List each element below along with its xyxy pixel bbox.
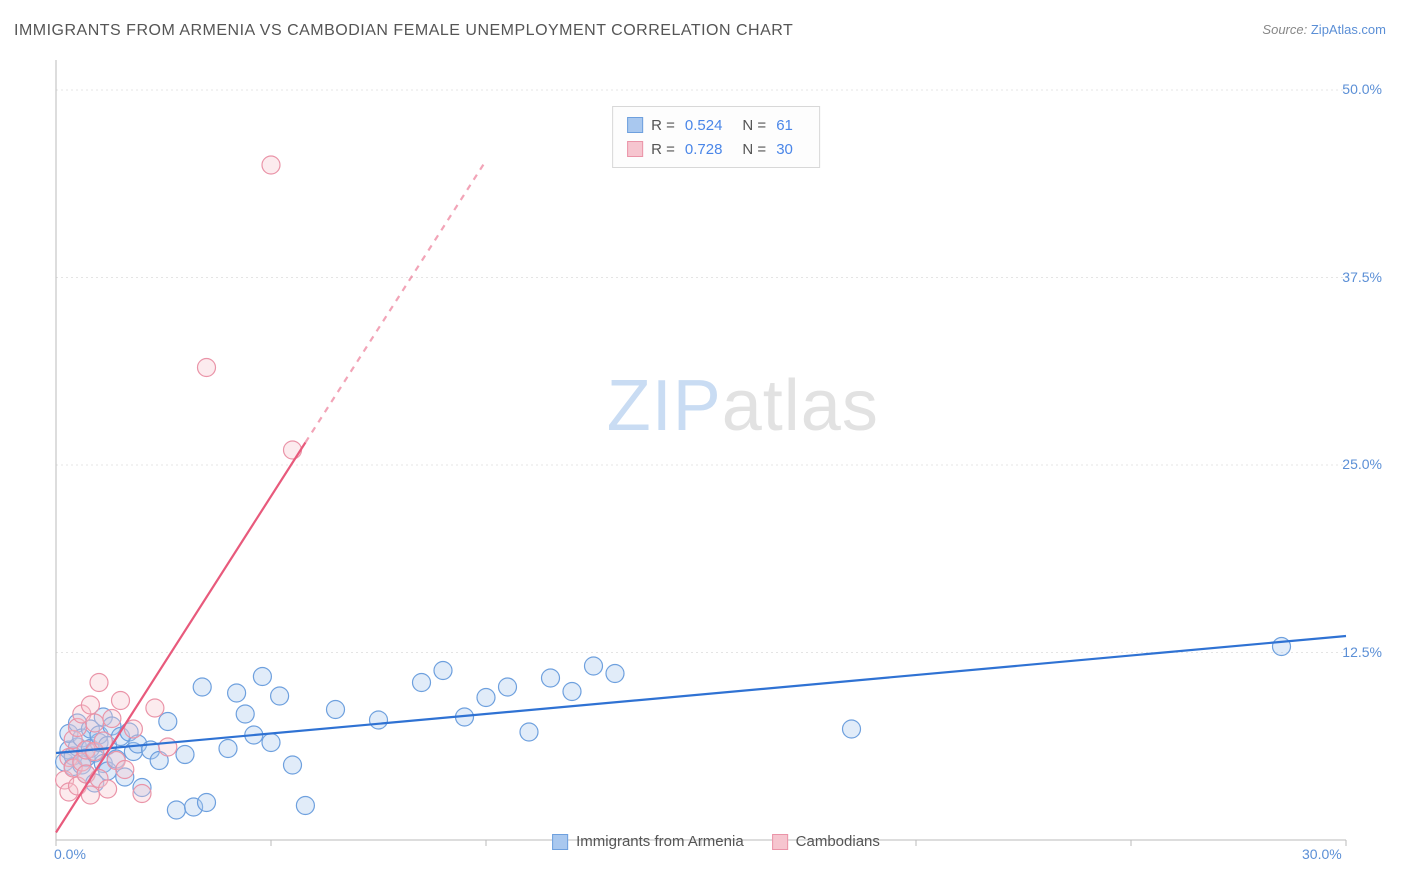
legend-item: Immigrants from Armenia (552, 833, 744, 850)
y-tick-label: 50.0% (1342, 81, 1382, 97)
series-legend: Immigrants from Armenia Cambodians (552, 833, 880, 850)
legend-swatch-pink (627, 141, 643, 157)
y-tick-label: 37.5% (1342, 269, 1382, 285)
legend-label: Cambodians (796, 833, 880, 850)
r-value: 0.524 (685, 117, 723, 134)
x-tick-label: 0.0% (54, 846, 86, 862)
source-link[interactable]: ZipAtlas.com (1311, 22, 1386, 37)
r-label: R = (651, 117, 675, 134)
r-label: R = (651, 141, 675, 158)
correlation-legend: R = 0.524 N = 61 R = 0.728 N = 30 (612, 106, 820, 168)
n-value: 61 (776, 117, 793, 134)
legend-row: R = 0.524 N = 61 (627, 113, 805, 137)
n-value: 30 (776, 141, 793, 158)
chart-area: ZIPatlas R = 0.524 N = 61 R = 0.728 N = … (46, 50, 1386, 860)
chart-title: IMMIGRANTS FROM ARMENIA VS CAMBODIAN FEM… (14, 22, 793, 40)
x-tick-label: 30.0% (1302, 846, 1342, 862)
y-tick-label: 12.5% (1342, 644, 1382, 660)
legend-row: R = 0.728 N = 30 (627, 137, 805, 161)
legend-label: Immigrants from Armenia (576, 833, 744, 850)
legend-item: Cambodians (772, 833, 880, 850)
scatter-plot-svg (46, 50, 1386, 860)
legend-swatch-blue (552, 834, 568, 850)
n-label: N = (742, 117, 766, 134)
source-label: Source: (1262, 22, 1307, 37)
n-label: N = (742, 141, 766, 158)
legend-swatch-blue (627, 117, 643, 133)
legend-swatch-pink (772, 834, 788, 850)
r-value: 0.728 (685, 141, 723, 158)
source-attribution: Source: ZipAtlas.com (1262, 22, 1386, 37)
y-tick-label: 25.0% (1342, 456, 1382, 472)
